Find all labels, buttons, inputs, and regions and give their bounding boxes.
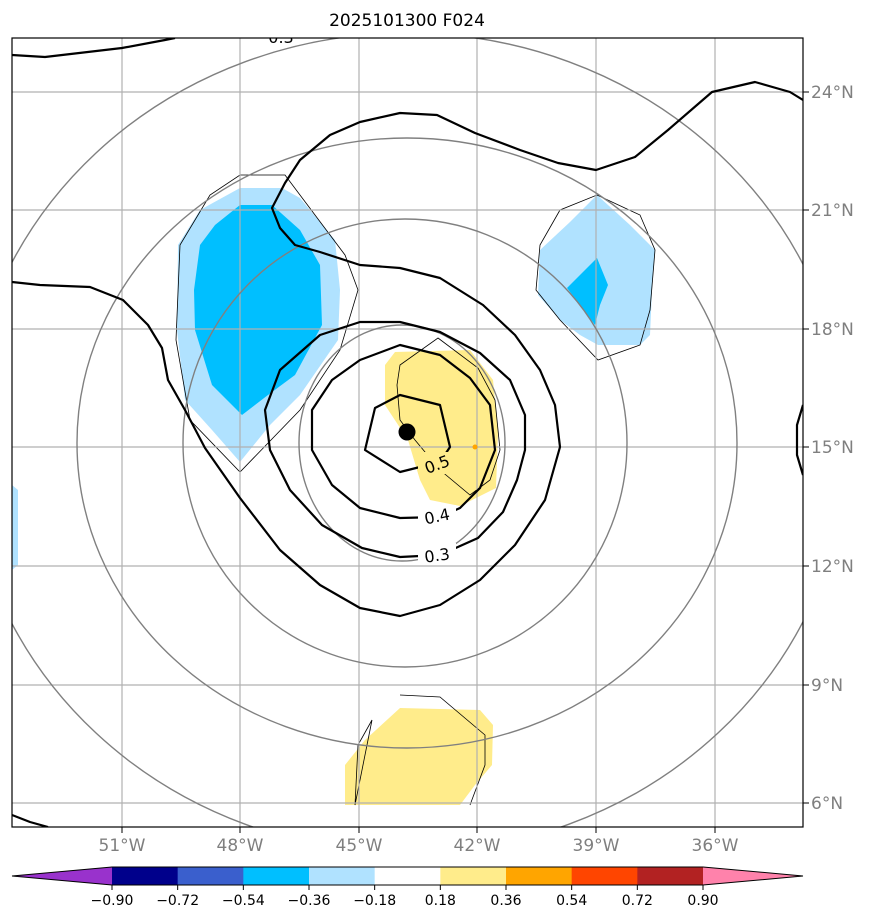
- colorbar-tick-label: −0.36: [288, 893, 331, 909]
- map-panel: 0.5 0.4 0.3 0.3: [12, 28, 803, 827]
- lon-label-39w: 39°W: [573, 836, 620, 856]
- maximum-point-marker: [472, 444, 478, 450]
- range-rings: [12, 38, 803, 827]
- thin-contour-west: [175, 174, 359, 473]
- colorbar-segment: [374, 867, 441, 885]
- colorbar-segment: [309, 867, 376, 885]
- lon-label-51w: 51°W: [99, 836, 146, 856]
- positive-anomaly-region-south: [345, 708, 493, 805]
- colorbar-tick-label: −0.54: [222, 893, 265, 909]
- colorbar-segment: [177, 867, 244, 885]
- colorbar-segment: [243, 867, 310, 885]
- figure-title: 2025101300 F024: [329, 11, 485, 31]
- colorbar-segment: [112, 867, 179, 885]
- contour-label-0.4: 0.4: [423, 505, 452, 529]
- map-frame: [11, 37, 804, 828]
- colorbar-tick-label: 0.90: [687, 893, 718, 909]
- colorbar: −0.90 −0.72 −0.54 −0.36 −0.18 0.18 0.36 0.54 0.7…: [11, 866, 804, 909]
- thin-contour-layer: [175, 174, 656, 806]
- lat-label-9n: 9°N: [811, 676, 843, 696]
- contour-label-0.3-top: 0.3: [268, 28, 293, 47]
- colorbar-tick-label: 0.36: [490, 893, 521, 909]
- colorbar-segment: [637, 867, 704, 885]
- contour-0.3-right-edge: [795, 404, 803, 476]
- range-ring-1: [298, 324, 506, 562]
- lon-label-36w: 36°W: [692, 836, 739, 856]
- range-ring-2: [182, 218, 628, 668]
- contour-0.3-north-loop: [12, 80, 803, 618]
- colorbar-tick-label: 0.18: [425, 893, 456, 909]
- lon-label-48w: 48°W: [217, 836, 264, 856]
- lat-label-12n: 12°N: [811, 557, 854, 577]
- colorbar-extend-high: [703, 867, 803, 885]
- colorbar-segment: [571, 867, 638, 885]
- positive-anomaly-region-center: [385, 350, 498, 506]
- lon-label-45w: 45°W: [336, 836, 383, 856]
- thin-contour-center: [396, 337, 501, 496]
- colorbar-segment: [440, 867, 507, 885]
- contour-label-0.3: 0.3: [423, 544, 451, 566]
- thin-contour-east: [535, 194, 656, 361]
- colorbar-tick-label: −0.72: [156, 893, 199, 909]
- negative-anomaly-region-east-inner: [567, 258, 608, 325]
- lon-label-42w: 42°W: [454, 836, 501, 856]
- colorbar-extend-low: [12, 867, 112, 885]
- contour-0.3-top-left: [12, 38, 176, 59]
- lat-label-18n: 18°N: [811, 320, 854, 340]
- colorbar-tick-label: 0.72: [622, 893, 653, 909]
- colorbar-tick-label: −0.90: [91, 893, 134, 909]
- thin-contour-south: [354, 694, 486, 806]
- negative-anomaly-region-edge: [12, 485, 18, 570]
- gridlines: [12, 38, 803, 827]
- lat-label-24n: 24°N: [811, 83, 854, 103]
- colorbar-segment: [506, 867, 573, 885]
- range-ring-3: [76, 137, 738, 749]
- storm-center-marker: [398, 423, 416, 441]
- lat-axis: 24°N 21°N 18°N 15°N 12°N 9°N 6°N: [803, 83, 854, 814]
- lat-label-21n: 21°N: [811, 201, 854, 221]
- lon-axis: 51°W 48°W 45°W 42°W 39°W 36°W: [99, 827, 739, 856]
- contour-labels: 0.5 0.4 0.3 0.3: [262, 28, 456, 567]
- lat-label-15n: 15°N: [811, 438, 854, 458]
- lat-label-6n: 6°N: [811, 794, 843, 814]
- colorbar-tick-label: −0.18: [353, 893, 396, 909]
- colorbar-tick-label: 0.54: [556, 893, 587, 909]
- contour-0.3-bottom-left: [12, 813, 49, 827]
